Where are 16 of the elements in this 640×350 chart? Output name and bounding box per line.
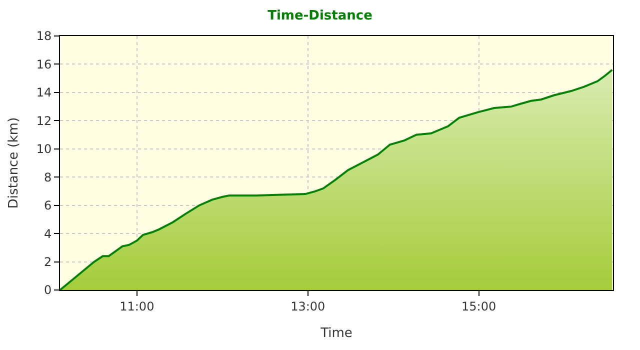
chart-title: Time-Distance [268,8,373,24]
y-tick-label: 14 [36,86,52,100]
x-axis-title: Time [320,326,352,341]
y-tick-label: 10 [36,142,52,156]
y-tick-label: 4 [44,226,52,241]
y-tick-label: 8 [44,170,52,184]
y-tick-label: 6 [44,198,52,213]
x-tick-label: 13:00 [290,299,326,314]
x-tick-label: 11:00 [120,299,154,314]
y-tick-label: 18 [36,29,52,44]
y-tick-label: 12 [36,114,52,128]
y-tick-label: 0 [44,283,52,298]
y-axis-title: Distance (km) [6,117,22,209]
y-tick-label: 2 [44,254,52,269]
x-tick-label: 15:00 [462,299,496,314]
y-tick-label: 16 [36,57,52,72]
